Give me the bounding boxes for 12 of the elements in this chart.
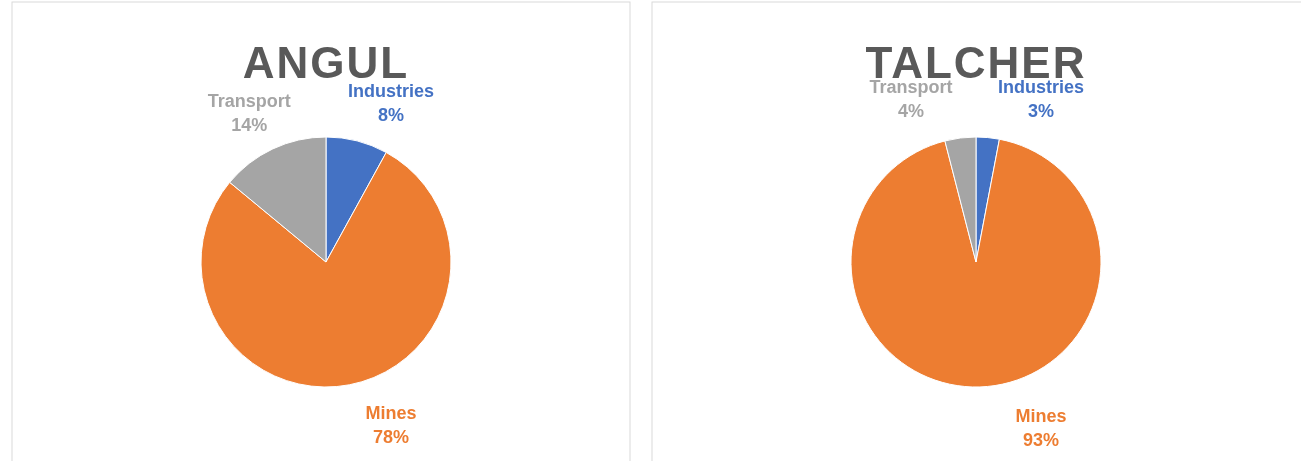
data-label: 78%: [372, 427, 410, 448]
slice-label: Transport: [207, 91, 291, 112]
data-label: 14%: [231, 115, 268, 136]
data-label: 4%: [897, 101, 925, 122]
data-label: 93%: [1022, 429, 1060, 450]
slice-label: Mines: [1015, 405, 1067, 426]
data-label: 8%: [377, 105, 405, 126]
slice-label: Transport: [869, 77, 953, 98]
slice-label: Industries: [347, 81, 435, 102]
slice-label: Mines: [365, 403, 417, 424]
data-label: 3%: [1027, 100, 1055, 121]
pie-slice: [850, 138, 1102, 388]
